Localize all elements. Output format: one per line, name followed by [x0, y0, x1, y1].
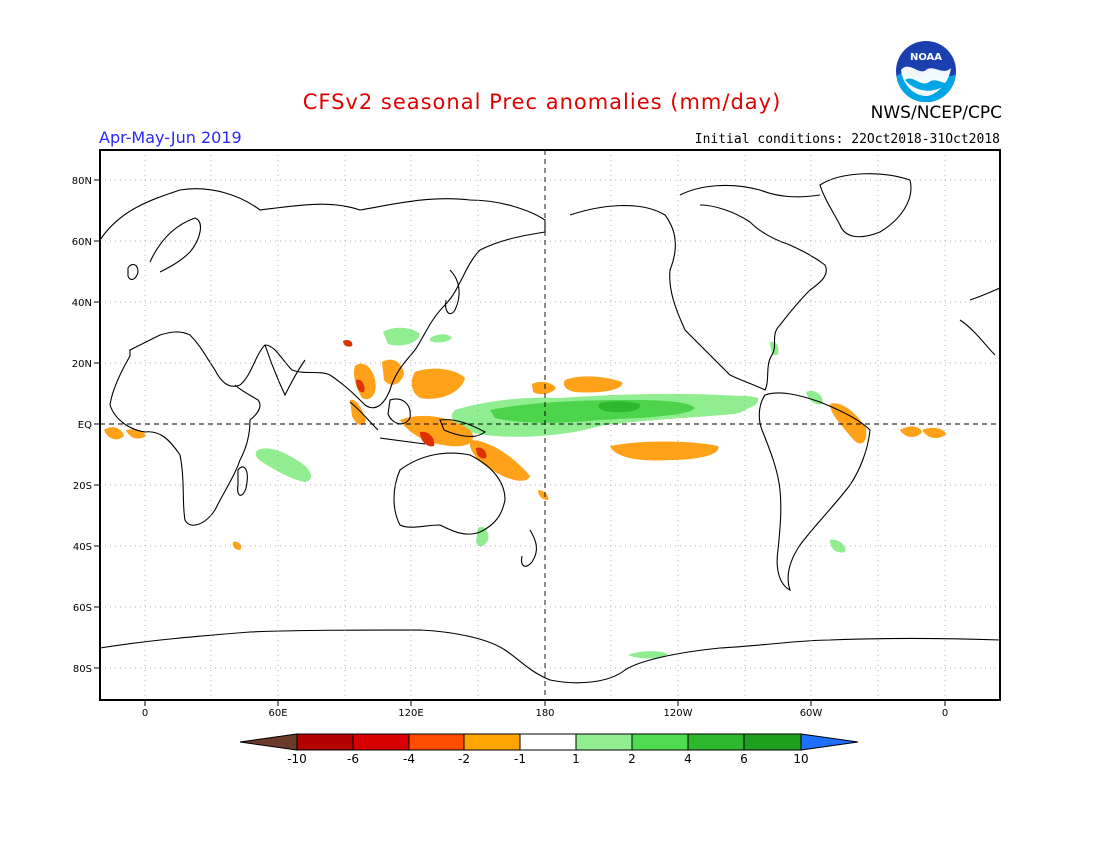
colorbar-swatches [239, 733, 859, 751]
lat-lon-grid [100, 150, 1000, 700]
colorbar-swatch [352, 733, 410, 751]
dry-anomaly-north-pacific [563, 376, 623, 393]
coastline-borneo [387, 398, 411, 425]
coastline-sumatra [349, 401, 379, 431]
very-dry-anomaly-bay-of-bengal [356, 379, 365, 393]
colorbar-swatch [463, 733, 521, 751]
dry-anomaly-coral-sea-south [538, 490, 549, 500]
coastline-scandinavia [149, 217, 201, 273]
colorbar-label: 1 [572, 752, 580, 766]
lon-label: 0 [142, 708, 148, 719]
dry-anomaly-indochina [382, 359, 404, 385]
colorbar-swatch [631, 733, 689, 751]
dry-anomaly-gulf-guinea [104, 427, 124, 440]
lon-label: 120W [664, 708, 693, 719]
colorbar-swatch [239, 733, 298, 751]
colorbar-label: -6 [347, 752, 359, 766]
coastline-new-guinea [439, 419, 486, 438]
colorbar-swatch [687, 733, 745, 751]
wettest-anomaly-central-pacific [598, 401, 641, 413]
initial-conditions: Initial conditions: 22Oct2018-31Oct2018 [694, 132, 1000, 147]
coastline-india [264, 344, 306, 397]
colorbar-label: 10 [793, 752, 808, 766]
coastline-madagascar [237, 466, 248, 496]
lat-label: 60S [73, 603, 92, 614]
coastline-arctic-islands [679, 184, 821, 198]
wet-anomaly-south-atlantic [830, 539, 846, 553]
colorbar-swatch [800, 733, 859, 751]
coastline-japan [445, 269, 460, 315]
lat-label: 80S [73, 664, 92, 675]
colorbar-swatch [408, 733, 465, 751]
coastline-australia [393, 452, 506, 535]
colorbar-label: -1 [514, 752, 526, 766]
dry-anomaly-near-dateline [532, 381, 556, 395]
noaa-logo: NOAA [896, 41, 956, 102]
lon-label: 120E [398, 708, 423, 719]
very-dry-anomaly-maritime [420, 431, 435, 447]
lat-label: 80N [72, 176, 92, 187]
wet-anomaly-indian-ocean [255, 448, 312, 482]
logo-text: NOAA [910, 52, 942, 63]
agency-label: NWS/NCEP/CPC [870, 103, 1002, 123]
lat-axis: 80N 60N 40N 20N EQ 20S 40S 60S 80S [72, 176, 100, 675]
colorbar-label: -10 [287, 752, 307, 766]
lon-label: 60E [268, 708, 287, 719]
map-title: CFSv2 seasonal Prec anomalies (mm/day) [302, 90, 782, 114]
colorbar-swatch [575, 733, 633, 751]
lat-label: EQ [78, 420, 92, 431]
colorbar-label: 4 [684, 752, 692, 766]
anomaly-fields [104, 327, 946, 659]
wet-anomaly-antarctic [628, 651, 668, 659]
dry-anomaly-atlantic-mid [922, 427, 946, 439]
colorbar-label: 6 [740, 752, 748, 766]
coastline-europe-south [969, 287, 1000, 301]
coastlines [100, 173, 1000, 684]
very-dry-anomaly-new-guinea [476, 447, 487, 459]
dry-anomaly-brazil [830, 403, 867, 444]
lat-label: 40N [72, 298, 92, 309]
lat-label: 40S [73, 542, 92, 553]
lon-label: 60W [800, 708, 823, 719]
lat-label: 20S [73, 481, 92, 492]
dry-anomaly-new-guinea [469, 440, 530, 481]
coastline-greenland [819, 173, 912, 238]
colorbar-label: 2 [628, 752, 636, 766]
dry-anomaly-south-pacific [610, 441, 719, 461]
colorbar-label: -2 [458, 752, 470, 766]
lat-label: 20N [72, 359, 92, 370]
colorbar-label: -4 [403, 752, 415, 766]
dry-anomaly-west-pacific-north [411, 368, 465, 399]
lon-axis: 0 60E 120E 180 120W 60W 0 [142, 700, 948, 719]
very-dry-anomaly-myanmar [343, 339, 353, 347]
coastline-north-america [569, 204, 827, 391]
coastline-new-zealand [521, 529, 538, 567]
colorbar-swatch [743, 733, 802, 751]
coastline-africa-west-repeat [959, 319, 996, 356]
lon-label: 180 [535, 708, 554, 719]
map-frame [99, 149, 1001, 701]
lon-label: 0 [942, 708, 948, 719]
coastline-antarctica [100, 629, 1000, 684]
coastline-britain [127, 263, 139, 281]
lat-label: 60N [72, 237, 92, 248]
coastline-java [379, 437, 426, 445]
wet-anomaly-east-pacific [699, 395, 759, 413]
wetter-anomaly-central-pacific [490, 400, 695, 423]
colorbar-swatch [296, 733, 354, 751]
dry-anomaly-atlantic-east [900, 426, 922, 437]
forecast-period: Apr-May-Jun 2019 [99, 128, 242, 147]
dry-anomaly-maritime [400, 415, 474, 447]
wet-anomaly-east-asia [430, 334, 452, 343]
coastline-south-america [758, 392, 871, 592]
colorbar-swatch [519, 733, 577, 751]
wet-anomaly-philippines [383, 327, 420, 346]
dry-anomaly-south-indian [232, 541, 242, 550]
